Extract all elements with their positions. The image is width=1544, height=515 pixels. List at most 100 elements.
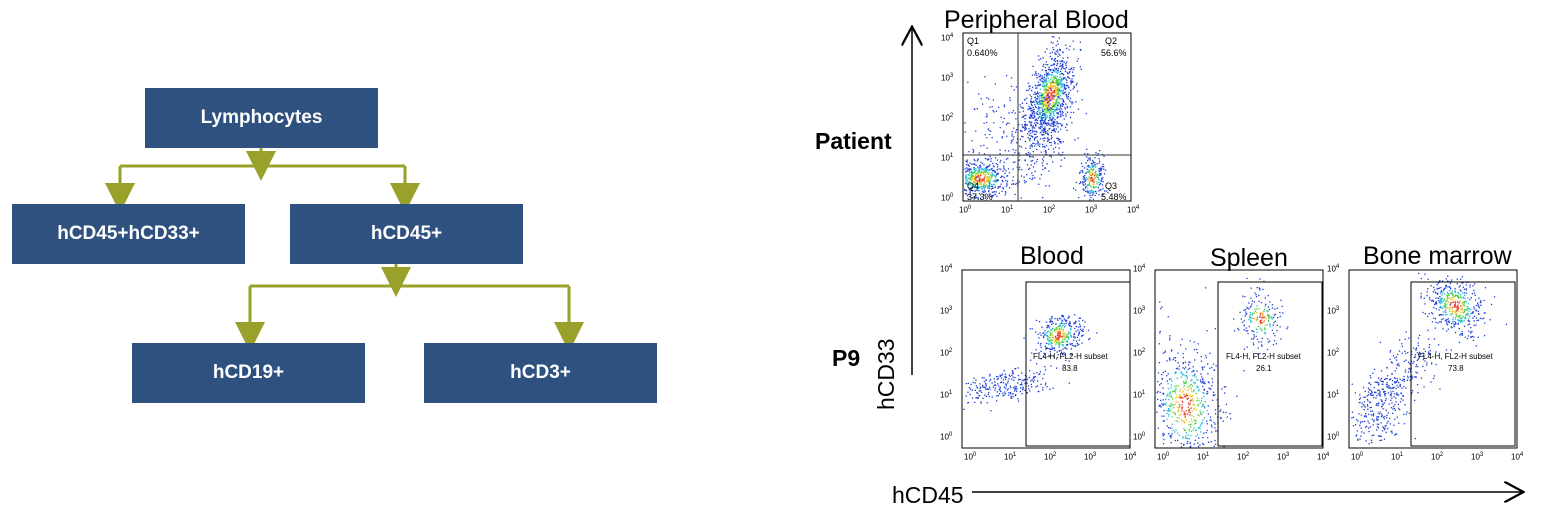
event-dot <box>1444 304 1446 306</box>
event-dot <box>1388 403 1390 405</box>
event-dot <box>985 379 987 381</box>
event-dot <box>1033 108 1035 110</box>
event-dot <box>1205 432 1207 434</box>
event-dot <box>978 93 980 95</box>
event-dot <box>1378 389 1380 391</box>
event-dot <box>991 185 993 188</box>
event-dot <box>1202 380 1204 382</box>
event-dot <box>1036 92 1038 94</box>
event-dot <box>1047 77 1050 79</box>
event-dot <box>1058 108 1060 110</box>
event-dot <box>1059 322 1061 325</box>
event-dot <box>1047 336 1049 338</box>
event-dot <box>1029 156 1031 158</box>
event-dot <box>1052 120 1054 122</box>
event-dot <box>978 192 981 195</box>
event-dot <box>1080 162 1083 165</box>
event-dot <box>1093 164 1095 166</box>
event-dot <box>1065 64 1067 67</box>
event-dot <box>1441 301 1443 303</box>
event-dot <box>1024 128 1026 130</box>
event-dot <box>1174 439 1177 442</box>
event-dot <box>1166 375 1168 377</box>
tick-label: 104 <box>1327 264 1340 274</box>
event-dot <box>1401 345 1403 348</box>
event-dot <box>991 196 993 198</box>
event-dot <box>1484 287 1487 289</box>
event-dot <box>1057 69 1059 71</box>
event-dot <box>1048 148 1050 150</box>
event-dot <box>988 191 990 193</box>
event-dot <box>1243 348 1246 350</box>
event-dot <box>1087 187 1089 189</box>
event-dot <box>1272 333 1275 335</box>
row-label-patient: Patient <box>815 128 892 154</box>
event-dot <box>1417 366 1419 368</box>
event-dot <box>995 375 998 378</box>
event-dot <box>1083 189 1085 191</box>
event-dot <box>1456 283 1458 285</box>
event-dot <box>1074 314 1076 316</box>
event-dot <box>1417 392 1419 394</box>
event-dot <box>1003 132 1005 134</box>
event-dot <box>990 160 992 162</box>
event-dot <box>1012 176 1014 178</box>
event-dot <box>1220 409 1222 411</box>
event-dot <box>1070 111 1072 114</box>
event-dot <box>1182 362 1184 365</box>
event-dot <box>1029 85 1031 87</box>
event-dot <box>1450 287 1452 289</box>
event-dot <box>1464 317 1466 319</box>
event-dot <box>982 171 985 173</box>
event-dot <box>1030 129 1032 132</box>
event-dot <box>1045 97 1048 100</box>
event-dot <box>1403 423 1406 425</box>
event-dot <box>1032 109 1034 111</box>
event-dot <box>1014 152 1016 154</box>
event-dot <box>1193 403 1195 405</box>
event-dot <box>1369 426 1371 428</box>
bone-marrow-plot-title: Bone marrow <box>1363 242 1512 270</box>
event-dot <box>1052 161 1054 163</box>
event-dot <box>990 130 992 132</box>
event-dot <box>1157 427 1159 429</box>
event-dot <box>1047 130 1049 132</box>
event-dot <box>1365 412 1367 415</box>
event-dot <box>1049 117 1051 119</box>
event-dot <box>1263 310 1265 312</box>
event-dot <box>1003 117 1005 119</box>
event-dot <box>1454 288 1456 290</box>
event-dot <box>1462 297 1464 299</box>
event-dot <box>1369 389 1371 391</box>
event-dot <box>1083 181 1085 183</box>
event-dot <box>1036 372 1038 374</box>
tick-label: 101 <box>1391 452 1404 462</box>
event-dot <box>1178 415 1180 417</box>
event-dot <box>1088 180 1090 182</box>
event-dot <box>1092 193 1094 195</box>
event-dot <box>1213 421 1215 424</box>
event-dot <box>1078 343 1080 346</box>
event-dot <box>991 167 993 170</box>
event-dot <box>1002 170 1004 172</box>
event-dot <box>1068 315 1070 317</box>
event-dot <box>1391 361 1393 363</box>
event-dot <box>1038 145 1041 147</box>
event-dot <box>1065 93 1067 96</box>
event-dot <box>1066 341 1069 343</box>
event-dot <box>1070 81 1072 83</box>
event-dot <box>1156 411 1158 413</box>
event-dot <box>1183 413 1185 415</box>
event-dot <box>1042 128 1045 130</box>
event-dot <box>970 168 972 171</box>
event-dot <box>1454 303 1456 305</box>
event-dot <box>1069 106 1072 108</box>
event-dot <box>1022 386 1024 388</box>
event-dot <box>1079 48 1081 51</box>
event-dot <box>1019 138 1021 140</box>
event-dot <box>1167 427 1170 429</box>
event-dot <box>1183 422 1186 424</box>
event-dot <box>1462 286 1464 288</box>
event-dot <box>1190 380 1192 382</box>
event-dot <box>1368 382 1371 384</box>
